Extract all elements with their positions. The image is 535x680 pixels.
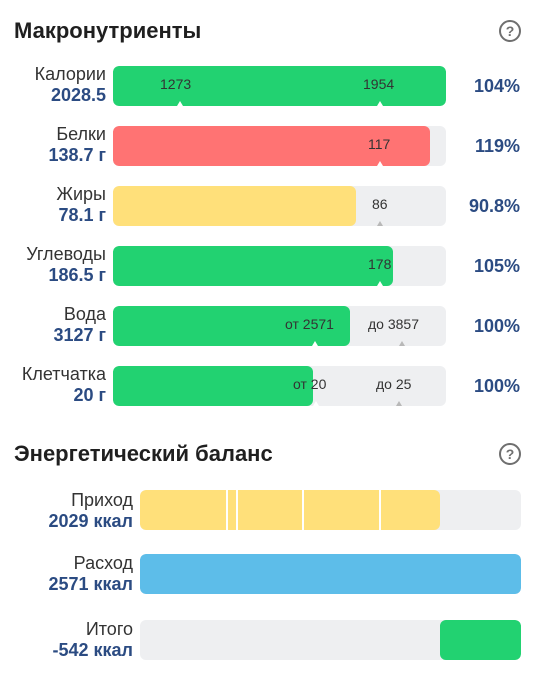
energy-label-total: Итого -542 ккал bbox=[0, 619, 134, 663]
macro-mark: до 25 bbox=[376, 376, 412, 392]
macro-name: Белки bbox=[56, 124, 106, 144]
macro-value: 2028.5 bbox=[50, 85, 106, 105]
macro-name: Вода bbox=[63, 304, 106, 324]
macro-mark: 178 bbox=[368, 256, 392, 272]
macro-fill bbox=[113, 366, 313, 406]
macro-bar-fat: 86 bbox=[113, 186, 446, 226]
energy-help-icon[interactable]: ? bbox=[499, 443, 521, 465]
macro-bar-calories: 1273 1954 bbox=[113, 66, 446, 106]
macro-percent: 104% bbox=[473, 76, 520, 96]
macro-mark: от 2571 bbox=[285, 316, 334, 332]
energy-name: Приход bbox=[71, 490, 133, 510]
marker-triangle-icon bbox=[377, 161, 383, 166]
energy-bar-expense bbox=[140, 554, 521, 594]
macro-name: Жиры bbox=[56, 184, 106, 204]
macro-value: 3127 г bbox=[53, 325, 106, 345]
macro-percent: 90.8% bbox=[468, 196, 520, 216]
macro-name: Калории bbox=[34, 64, 106, 84]
macro-label-protein: Белки 138.7 г bbox=[0, 124, 106, 168]
macro-label-carbs: Углеводы 186.5 г bbox=[0, 244, 106, 288]
energy-name: Расход bbox=[73, 553, 133, 573]
energy-label-expense: Расход 2571 ккал bbox=[0, 553, 133, 597]
macro-label-fiber: Клетчатка 20 г bbox=[0, 364, 106, 408]
macro-value: 138.7 г bbox=[48, 145, 106, 165]
energy-label-income: Приход 2029 ккал bbox=[0, 490, 133, 534]
energy-bar-total bbox=[140, 620, 521, 660]
energy-fill bbox=[140, 554, 521, 594]
macro-label-water: Вода 3127 г bbox=[0, 304, 106, 348]
macro-percent: 119% bbox=[474, 136, 520, 156]
macro-value: 20 г bbox=[73, 385, 106, 405]
energy-fill bbox=[440, 620, 521, 660]
marker-triangle-icon bbox=[396, 401, 402, 406]
meal-divider bbox=[379, 490, 381, 530]
macro-bar-protein: 117 bbox=[113, 126, 446, 166]
macro-fill bbox=[113, 306, 350, 346]
macro-value: 78.1 г bbox=[58, 205, 106, 225]
macro-name: Углеводы bbox=[26, 244, 106, 264]
macro-mark: от 20 bbox=[293, 376, 327, 392]
macro-fill bbox=[113, 66, 446, 106]
macro-value: 186.5 г bbox=[48, 265, 106, 285]
macro-label-calories: Калории 2028.5 bbox=[0, 64, 106, 108]
marker-triangle-icon bbox=[177, 101, 183, 106]
marker-triangle-icon bbox=[377, 221, 383, 226]
macro-mark: 86 bbox=[372, 196, 388, 212]
energy-name: Итого bbox=[85, 619, 133, 639]
macro-bar-carbs: 178 bbox=[113, 246, 446, 286]
macro-mark: до 3857 bbox=[368, 316, 419, 332]
energy-value: 2571 ккал bbox=[48, 574, 133, 594]
macros-help-icon[interactable]: ? bbox=[499, 20, 521, 42]
macro-bar-fiber: от 20 до 25 bbox=[113, 366, 446, 406]
macro-fill bbox=[113, 126, 430, 166]
macro-name: Клетчатка bbox=[21, 364, 106, 384]
energy-value: -542 ккал bbox=[52, 640, 134, 660]
marker-triangle-icon bbox=[313, 401, 319, 406]
macro-mark: 1273 bbox=[160, 76, 192, 92]
macro-mark: 117 bbox=[368, 136, 391, 152]
energy-value: 2029 ккал bbox=[48, 511, 133, 531]
meal-divider bbox=[236, 490, 238, 530]
marker-triangle-icon bbox=[312, 341, 318, 346]
marker-triangle-icon bbox=[377, 101, 383, 106]
marker-triangle-icon bbox=[377, 281, 383, 286]
macros-title: Макронутриенты bbox=[14, 18, 202, 43]
macro-percent: 100% bbox=[473, 376, 520, 396]
meal-divider bbox=[226, 490, 228, 530]
macro-mark: 1954 bbox=[363, 76, 395, 92]
meal-divider bbox=[302, 490, 304, 530]
macro-percent: 100% bbox=[473, 316, 520, 336]
macro-percent: 105% bbox=[473, 256, 520, 276]
macro-fill bbox=[113, 186, 356, 226]
energy-title: Энергетический баланс bbox=[14, 441, 273, 466]
energy-fill bbox=[140, 490, 440, 530]
marker-triangle-icon bbox=[399, 341, 405, 346]
macro-fill bbox=[113, 246, 393, 286]
macro-label-fat: Жиры 78.1 г bbox=[0, 184, 106, 228]
energy-bar-income bbox=[140, 490, 521, 530]
macro-bar-water: от 2571 до 3857 bbox=[113, 306, 446, 346]
